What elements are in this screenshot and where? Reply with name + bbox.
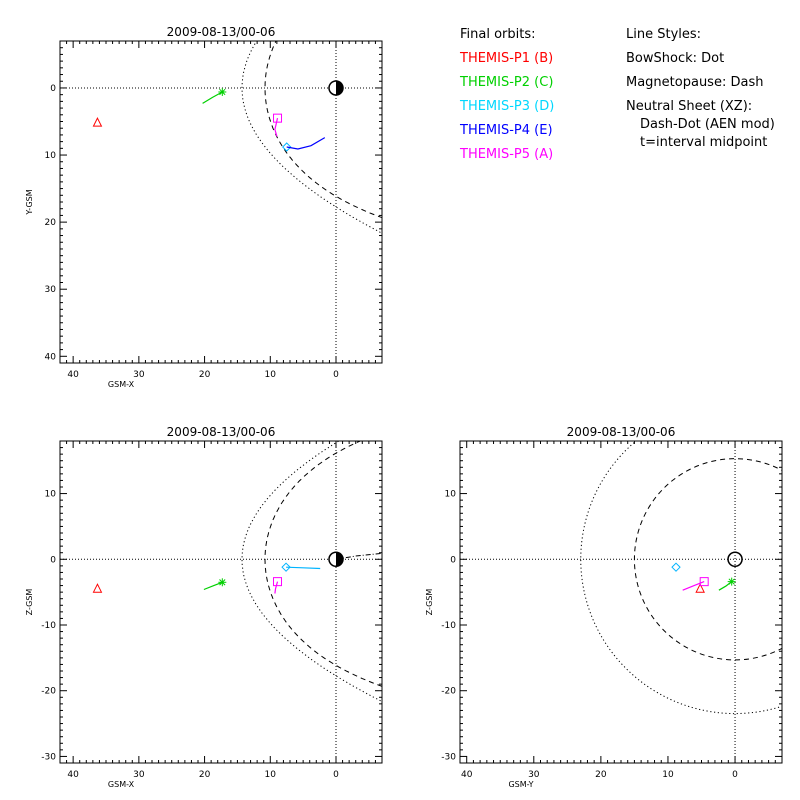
probe-marker-square [273, 113, 283, 123]
probe-track [682, 581, 705, 591]
line-styles-legend: Line Styles: BowShock: Dot Magnetopause:… [626, 27, 775, 149]
style-neutral-line2: t=interval midpoint [640, 135, 768, 150]
x-tick-label: 40 [461, 770, 473, 780]
panel-xz: 2009-08-13/00-06 40 30 20 10 0 10 0 -10 -20 -30 GSM… [25, 425, 383, 789]
x-tick-label: 40 [67, 370, 79, 380]
probe-marker-diamond [281, 562, 291, 572]
y-tick-label: -20 [441, 687, 456, 697]
y-tick-label: 10 [445, 490, 457, 500]
asterisk-stroke [219, 88, 226, 96]
style-neutral-line1: Dash-Dot (AEN mod) [640, 117, 775, 132]
panel-content [460, 441, 782, 763]
probe-track [274, 581, 279, 594]
x-tick-label: 30 [528, 770, 540, 780]
y-tick-label: 40 [45, 352, 57, 362]
panel-content [60, 441, 382, 763]
probe-marker-asterisk [727, 577, 736, 586]
probe-marker-triangle [695, 583, 705, 593]
legend-item-p5: THEMIS-P5 (A) [460, 147, 554, 162]
probe-track [274, 117, 279, 137]
y-tick-label: 30 [45, 285, 57, 295]
y-tick-label: 0 [50, 84, 56, 94]
probe-marker-triangle [92, 583, 103, 593]
probe-marker-triangle [92, 117, 103, 127]
legend-item-p3: THEMIS-P3 (D) [460, 99, 555, 114]
earth-icon [727, 551, 743, 568]
x-tick-label: 0 [333, 370, 339, 380]
panel-frame [459, 440, 783, 764]
earth-night-side [336, 552, 344, 567]
x-tick-label: 30 [133, 370, 145, 380]
y-tick-label: -30 [41, 752, 56, 762]
style-neutral-details: Dash-Dot (AEN mod) t=interval midpoint [626, 117, 775, 149]
x-tick-label: 20 [199, 370, 211, 380]
y-tick-label: 10 [45, 490, 57, 500]
x-tick-label: 0 [333, 770, 339, 780]
panel-xy: 2009-08-13/00-06 40 30 20 10 0 0 10 20 30 40 GSM-X Y… [25, 25, 383, 389]
magnetopause-circle [633, 458, 782, 661]
x-tick-label: 10 [662, 770, 674, 780]
probe-track [286, 137, 326, 150]
style-magnetopause: Magnetopause: Dash [626, 75, 764, 90]
style-bowshock: BowShock: Dot [626, 51, 725, 66]
earth-night-side [336, 80, 344, 95]
asterisk-stroke [728, 578, 735, 585]
y-tick-label: -10 [41, 621, 56, 631]
x-tick-label: 30 [133, 770, 145, 780]
y-axis-label: Z-GSM [425, 589, 434, 616]
styles-heading: Line Styles: [626, 27, 702, 42]
x-tick-label: 0 [732, 770, 738, 780]
probe-marker-asterisk [218, 578, 227, 587]
bow-shock-curve [241, 41, 382, 234]
bow-shock-curve [241, 441, 382, 703]
legend-heading: Final orbits: [460, 27, 536, 42]
x-axis-label: GSM-X [108, 780, 135, 789]
panel-yz: 2009-08-13/00-06 40 30 20 10 0 10 0 -10 -20 -30 GSM… [425, 425, 783, 789]
orbit-legend: Final orbits: THEMIS-P1 (B) THEMIS-P2 (C… [460, 28, 554, 172]
probe-track [202, 91, 223, 104]
x-tick-label: 10 [265, 770, 277, 780]
neutral-sheet-line [335, 552, 382, 560]
x-tick-label: 10 [265, 370, 277, 380]
asterisk-stroke [219, 579, 226, 586]
panel-content [60, 41, 382, 363]
x-tick-label: 40 [67, 770, 79, 780]
y-tick-label: 20 [45, 218, 57, 228]
y-axis-label: Z-GSM [25, 589, 34, 616]
panel-title: 2009-08-13/00-06 [167, 425, 276, 439]
y-tick-label: -30 [441, 752, 456, 762]
style-neutral: Neutral Sheet (XZ): [626, 99, 753, 114]
probe-marker-diamond [671, 562, 681, 572]
probe-marker-diamond [282, 142, 292, 152]
x-axis-label: GSM-Y [508, 780, 533, 789]
legend-item-p2: THEMIS-P2 (C) [460, 75, 554, 90]
y-tick-label: -20 [41, 687, 56, 697]
probe-marker-asterisk [218, 87, 227, 96]
probe-marker-square [699, 577, 709, 587]
y-tick-label: -10 [441, 621, 456, 631]
y-axis-label: Y-GSM [25, 189, 34, 215]
magnetopause-curve [264, 41, 382, 219]
y-tick-label: 0 [50, 555, 56, 565]
x-tick-label: 20 [595, 770, 607, 780]
panel-title: 2009-08-13/00-06 [567, 425, 676, 439]
panel-title: 2009-08-13/00-06 [167, 25, 276, 39]
probe-track [286, 566, 321, 570]
x-axis-label: GSM-X [108, 380, 135, 389]
legend-item-p1: THEMIS-P1 (B) [460, 51, 554, 66]
legend-item-p4: THEMIS-P4 (E) [460, 123, 553, 138]
y-tick-label: 0 [450, 555, 456, 565]
probe-track [203, 581, 223, 591]
probe-marker-square [273, 577, 283, 587]
y-tick-label: 10 [45, 151, 57, 161]
magnetopause-curve [264, 441, 382, 687]
panel-frame [59, 440, 383, 764]
x-tick-label: 20 [199, 770, 211, 780]
